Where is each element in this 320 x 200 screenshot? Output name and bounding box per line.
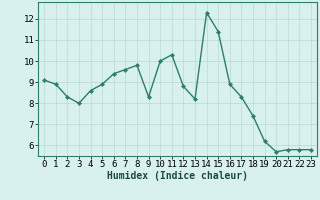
X-axis label: Humidex (Indice chaleur): Humidex (Indice chaleur) <box>107 171 248 181</box>
